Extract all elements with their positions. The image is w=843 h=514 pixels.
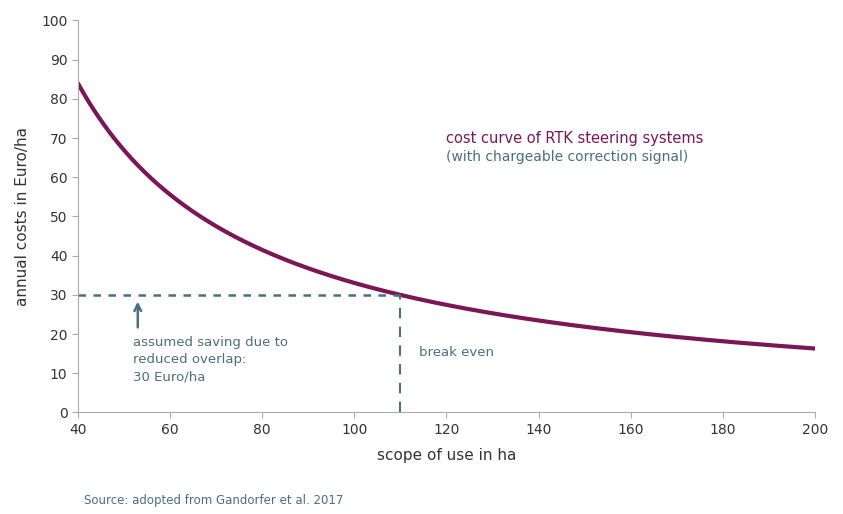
Text: assumed saving due to
reduced overlap:
30 Euro/ha: assumed saving due to reduced overlap: 3… (133, 336, 288, 383)
Text: Source: adopted from Gandorfer et al. 2017: Source: adopted from Gandorfer et al. 20… (84, 494, 344, 507)
Text: break even: break even (419, 346, 494, 359)
Text: cost curve of RTK steering systems: cost curve of RTK steering systems (447, 131, 704, 146)
Text: (with chargeable correction signal): (with chargeable correction signal) (447, 150, 689, 164)
Y-axis label: annual costs in Euro/ha: annual costs in Euro/ha (15, 127, 30, 306)
X-axis label: scope of use in ha: scope of use in ha (377, 448, 516, 463)
